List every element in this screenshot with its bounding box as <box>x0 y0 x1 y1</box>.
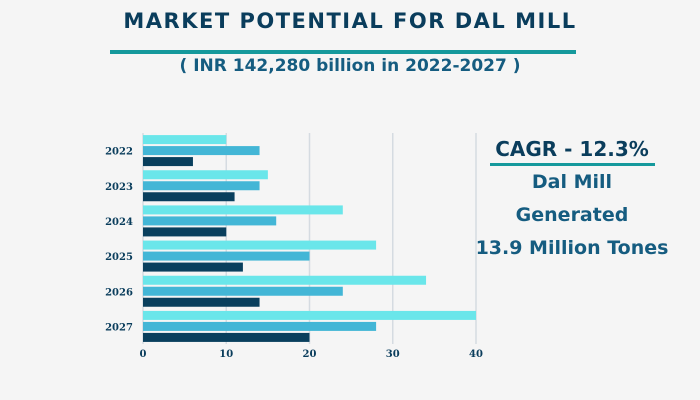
y-category-label: 2023 <box>105 182 133 193</box>
y-category-label: 2022 <box>105 147 133 158</box>
bar-2026-series-3 <box>143 297 260 307</box>
bar-2022-series-1 <box>143 135 227 145</box>
y-axis-labels: 2022 2023 2024 2025 2026 2027 <box>105 147 133 334</box>
bar-2024-series-1 <box>143 205 343 215</box>
bar-2024-series-3 <box>143 227 227 237</box>
callout-line-3: 13.9 Million Tones <box>475 237 669 259</box>
cagr-label: CAGR - 12.3% <box>495 137 649 161</box>
bar-2026-series-1 <box>143 275 427 285</box>
x-tick-label: 20 <box>303 349 317 360</box>
x-axis-labels: 0 10 20 30 40 <box>140 349 483 360</box>
callout-line-1: Dal Mill <box>531 171 613 193</box>
bar-2022-series-2 <box>143 146 260 156</box>
bar-2027-series-2 <box>143 321 377 331</box>
bar-2023-series-1 <box>143 170 268 180</box>
y-category-label: 2026 <box>105 287 133 298</box>
y-category-label: 2024 <box>105 217 133 228</box>
bar-2023-series-3 <box>143 192 235 202</box>
callout-line-2: Generated <box>515 204 629 226</box>
cagr-underline <box>489 163 655 166</box>
y-category-label: 2025 <box>105 252 133 263</box>
bar-2024-series-2 <box>143 216 277 226</box>
bar-2025-series-3 <box>143 262 243 272</box>
bar-2025-series-1 <box>143 240 377 250</box>
y-category-label: 2027 <box>105 322 133 333</box>
x-tick-label: 40 <box>469 349 483 360</box>
title-divider <box>110 50 576 54</box>
x-tick-label: 30 <box>386 349 400 360</box>
bar-2027-series-1 <box>143 310 476 320</box>
bar-2023-series-2 <box>143 181 260 191</box>
bar-2026-series-2 <box>143 286 343 296</box>
bar-2025-series-2 <box>143 251 310 261</box>
x-tick-label: 0 <box>140 349 147 360</box>
chart-subtitle: ( INR 142,280 billion in 2022-2027 ) <box>179 56 521 76</box>
x-tick-label: 10 <box>219 349 233 360</box>
bar-2027-series-3 <box>143 332 310 342</box>
cagr-callout: CAGR - 12.3% Dal Mill Generated 13.9 Mil… <box>462 136 682 265</box>
bars <box>143 135 476 342</box>
chart-title: MARKET POTENTIAL FOR DAL MILL <box>123 9 577 33</box>
gridlines <box>142 133 477 344</box>
bar-2022-series-3 <box>143 157 193 167</box>
